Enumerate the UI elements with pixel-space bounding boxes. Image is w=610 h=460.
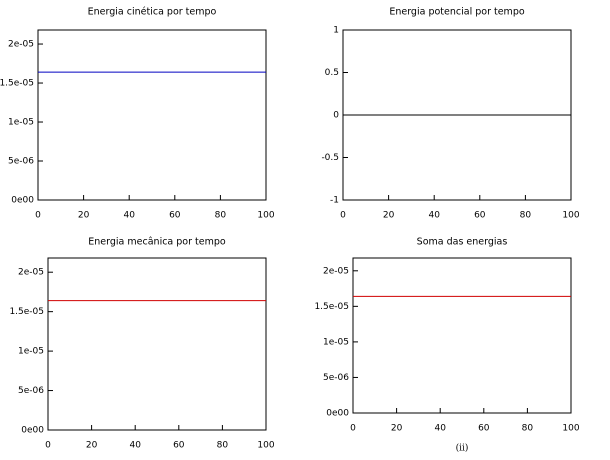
x-tick-label: 60	[478, 424, 490, 434]
x-tick-label: 60	[169, 211, 181, 221]
x-tick-label: 60	[173, 441, 185, 451]
y-tick-label: 2e-05	[8, 40, 34, 50]
y-tick-label: 1.5e-05	[314, 302, 349, 312]
x-tick-label: 20	[391, 424, 403, 434]
chart-title: Soma das energias	[417, 237, 508, 248]
chart-title: Energia potencial por tempo	[389, 7, 525, 18]
y-tick-label: 1e-05	[323, 337, 349, 347]
x-tick-label: 80	[217, 441, 229, 451]
x-tick-label: 20	[78, 211, 90, 221]
x-tick-label: 0	[45, 441, 51, 451]
x-tick-label: 20	[86, 441, 98, 451]
y-tick-label: 1e-05	[18, 347, 44, 357]
x-tick-label: 100	[562, 211, 579, 221]
plot-frame	[37, 29, 267, 201]
y-tick-label: 0e00	[11, 196, 34, 206]
x-tick-label: 80	[522, 424, 534, 434]
x-tick-label: 0	[340, 211, 346, 221]
y-tick-label: 5e-06	[323, 373, 349, 383]
y-tick-label: 0e00	[326, 409, 349, 419]
chart-title: Energia mecânica por tempo	[88, 237, 226, 248]
plot-frame	[47, 257, 267, 431]
x-tick-label: 40	[428, 211, 440, 221]
y-tick-label: 2e-05	[18, 268, 44, 278]
caption: (ii)	[456, 443, 469, 454]
y-tick-label: 1e-05	[8, 118, 34, 128]
y-tick-label: -1	[330, 196, 339, 206]
x-tick-label: 0	[350, 424, 356, 434]
x-tick-label: 40	[129, 441, 141, 451]
x-tick-label: 80	[215, 211, 227, 221]
y-tick-label: 0e00	[21, 426, 44, 436]
plot-frame	[352, 257, 572, 414]
x-tick-label: 60	[474, 211, 486, 221]
y-tick-label: 5e-06	[8, 157, 34, 167]
y-tick-label: 5e-06	[18, 386, 44, 396]
x-tick-label: 40	[123, 211, 135, 221]
y-tick-label: 2e-05	[323, 266, 349, 276]
x-tick-label: 100	[562, 424, 579, 434]
y-tick-label: 0.5	[325, 68, 339, 78]
y-tick-label: 0	[333, 111, 339, 121]
x-tick-label: 20	[383, 211, 395, 221]
x-tick-label: 80	[520, 211, 532, 221]
y-tick-label: -0.5	[321, 153, 339, 163]
y-tick-label: 1.5e-05	[0, 79, 34, 89]
y-tick-label: 1.5e-05	[9, 307, 44, 317]
x-tick-label: 100	[257, 211, 274, 221]
chart-title: Energia cinética por tempo	[88, 7, 217, 18]
x-tick-label: 100	[257, 441, 274, 451]
x-tick-label: 40	[434, 424, 446, 434]
x-tick-label: 0	[35, 211, 41, 221]
y-tick-label: 1	[333, 26, 339, 36]
